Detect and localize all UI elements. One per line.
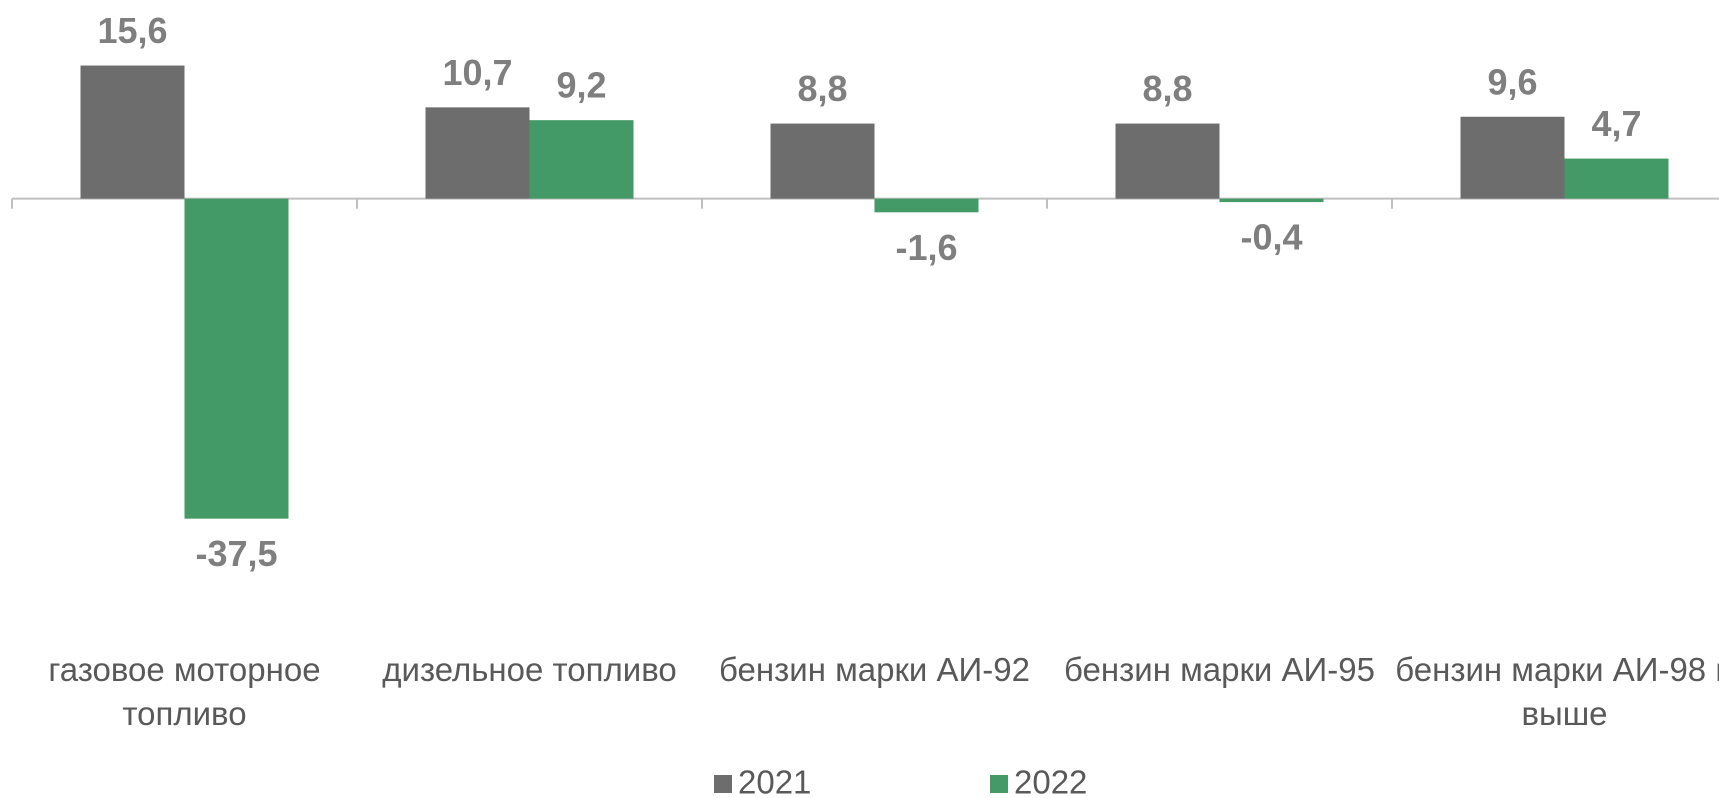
data-label: 8,8 xyxy=(1142,68,1192,109)
bar xyxy=(874,198,979,213)
bar xyxy=(529,120,634,199)
bar xyxy=(770,123,875,199)
data-label: 9,2 xyxy=(556,65,606,106)
legend-label: 2022 xyxy=(1014,764,1087,798)
data-label: 15,6 xyxy=(97,10,167,51)
data-label: 4,7 xyxy=(1591,103,1641,144)
bar xyxy=(1115,123,1220,199)
x-tick-label: газовое моторное топливо xyxy=(48,651,321,732)
bar xyxy=(425,107,530,199)
bar xyxy=(80,65,185,199)
bar xyxy=(1460,116,1565,199)
bar xyxy=(1219,198,1324,203)
x-tick-label: дизельное топливо xyxy=(382,651,677,688)
data-label: -0,4 xyxy=(1240,217,1302,258)
data-label: -1,6 xyxy=(895,227,957,268)
x-tick-label: бензин марки АИ-98 и выше xyxy=(1395,651,1719,732)
x-tick-label: бензин марки АИ-92 xyxy=(719,651,1030,688)
data-label: 8,8 xyxy=(797,68,847,109)
legend-swatch xyxy=(714,775,732,793)
bar xyxy=(184,198,289,519)
data-label: 10,7 xyxy=(442,52,512,93)
data-label: -37,5 xyxy=(195,533,277,574)
data-label: 9,6 xyxy=(1487,61,1537,102)
legend-swatch xyxy=(990,775,1008,793)
x-tick-label: бензин марки АИ-95 xyxy=(1064,651,1375,688)
legend-label: 2021 xyxy=(738,764,811,798)
bar xyxy=(1564,158,1669,199)
